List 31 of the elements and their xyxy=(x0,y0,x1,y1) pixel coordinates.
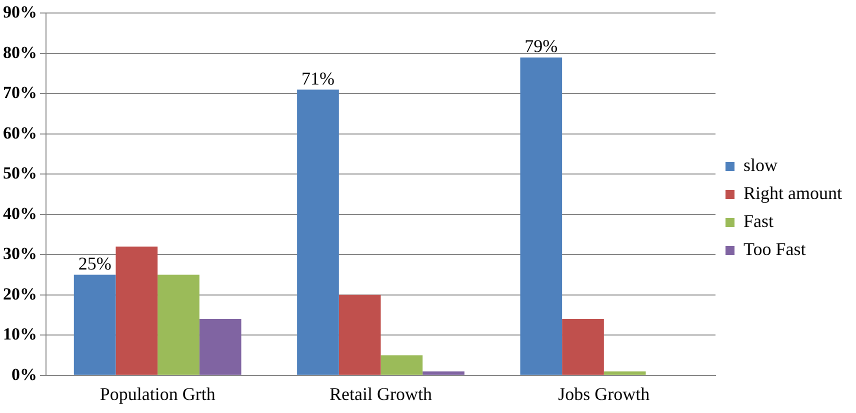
data-label: 71% xyxy=(301,68,334,88)
y-tick-label: 10% xyxy=(3,324,37,344)
y-tick-label: 90% xyxy=(3,2,37,22)
y-tick-label: 20% xyxy=(3,284,37,304)
y-tick-label: 80% xyxy=(3,42,37,62)
y-tick-label: 70% xyxy=(3,83,37,102)
bar xyxy=(74,274,116,375)
legend-label: Fast xyxy=(744,211,774,232)
y-tick-label: 60% xyxy=(3,123,37,142)
y-tick-label: 50% xyxy=(3,164,37,183)
bar xyxy=(297,90,339,375)
bar xyxy=(422,371,464,375)
bar xyxy=(562,319,604,375)
y-tick-label: 30% xyxy=(3,244,37,264)
x-tick-label: Retail Growth xyxy=(330,384,432,404)
bar xyxy=(380,355,423,375)
y-tick-label: 40% xyxy=(3,204,37,223)
bar xyxy=(116,246,158,375)
data-label: 25% xyxy=(78,254,112,274)
x-tick-label: Jobs Growth xyxy=(558,384,650,404)
legend-label: slow xyxy=(744,155,778,176)
bar xyxy=(158,274,200,375)
y-tick-label: 0% xyxy=(12,364,37,384)
bar xyxy=(338,294,381,375)
legend-label: Right amount xyxy=(744,183,842,204)
bar xyxy=(520,57,562,375)
x-tick-label: Population Grth xyxy=(100,384,216,404)
bar xyxy=(604,371,646,375)
legend-label: Too Fast xyxy=(744,239,806,260)
bar xyxy=(199,319,242,375)
data-label: 79% xyxy=(524,36,558,56)
